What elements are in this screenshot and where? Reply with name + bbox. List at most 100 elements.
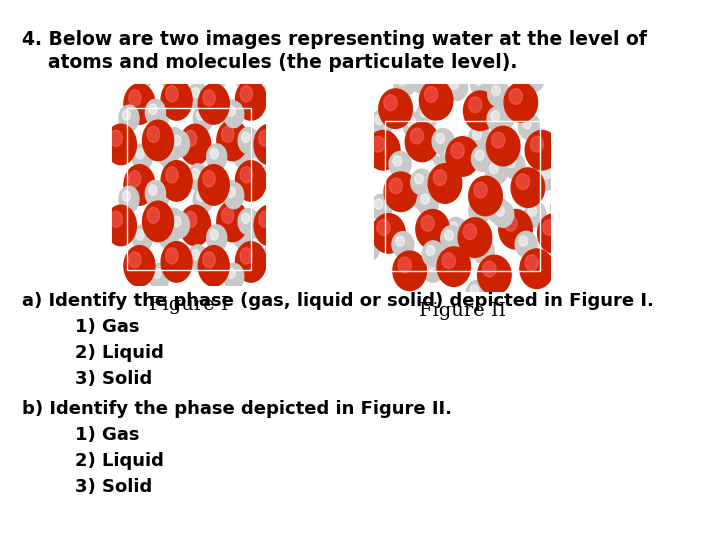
Circle shape <box>554 199 563 209</box>
Circle shape <box>422 241 444 267</box>
Circle shape <box>247 136 255 146</box>
Circle shape <box>158 222 179 249</box>
Circle shape <box>166 248 178 264</box>
Circle shape <box>436 133 445 144</box>
Circle shape <box>147 207 160 224</box>
Circle shape <box>417 189 426 199</box>
Circle shape <box>444 230 454 240</box>
Circle shape <box>520 249 554 288</box>
Circle shape <box>419 80 453 120</box>
Circle shape <box>518 114 541 140</box>
Circle shape <box>487 126 520 166</box>
Circle shape <box>193 186 213 213</box>
Circle shape <box>492 106 513 132</box>
Circle shape <box>477 255 511 295</box>
Circle shape <box>420 194 429 204</box>
Circle shape <box>361 240 370 250</box>
Text: Figure I: Figure I <box>149 296 229 314</box>
Circle shape <box>198 84 229 124</box>
Circle shape <box>236 146 244 157</box>
Circle shape <box>492 132 505 148</box>
Circle shape <box>389 178 402 194</box>
Circle shape <box>375 114 384 125</box>
Text: Figure II: Figure II <box>419 302 506 320</box>
Circle shape <box>162 146 170 157</box>
Circle shape <box>166 86 178 102</box>
Circle shape <box>475 150 484 160</box>
Circle shape <box>236 65 244 76</box>
Circle shape <box>153 268 161 279</box>
Circle shape <box>487 106 509 132</box>
Circle shape <box>224 183 244 208</box>
Circle shape <box>173 217 181 227</box>
Text: 1) Gas: 1) Gas <box>75 318 140 336</box>
Circle shape <box>258 130 271 146</box>
Circle shape <box>516 174 529 190</box>
Circle shape <box>162 227 170 238</box>
Circle shape <box>410 169 433 195</box>
Circle shape <box>132 225 153 251</box>
Text: 1) Gas: 1) Gas <box>75 426 140 444</box>
Circle shape <box>197 191 204 201</box>
Circle shape <box>462 238 471 248</box>
Circle shape <box>207 225 227 251</box>
Circle shape <box>192 249 199 260</box>
Circle shape <box>469 97 482 113</box>
Circle shape <box>147 126 160 143</box>
Circle shape <box>487 198 510 224</box>
Circle shape <box>377 220 390 235</box>
Circle shape <box>203 171 215 187</box>
Circle shape <box>504 83 538 122</box>
Circle shape <box>410 67 431 93</box>
Circle shape <box>122 110 130 120</box>
Circle shape <box>210 148 218 159</box>
Circle shape <box>557 133 566 144</box>
Circle shape <box>149 183 169 208</box>
Circle shape <box>539 164 560 190</box>
Circle shape <box>228 187 235 198</box>
Text: 3) Solid: 3) Solid <box>75 478 152 496</box>
Circle shape <box>538 214 571 253</box>
Circle shape <box>93 213 101 224</box>
Circle shape <box>132 144 153 170</box>
Circle shape <box>449 222 457 232</box>
Circle shape <box>238 127 258 154</box>
Circle shape <box>397 75 406 85</box>
Circle shape <box>124 246 155 286</box>
Circle shape <box>495 110 504 121</box>
Circle shape <box>266 249 274 260</box>
Circle shape <box>164 208 184 235</box>
Circle shape <box>374 199 383 209</box>
Circle shape <box>522 66 544 92</box>
Text: b) Identify the phase depicted in Figure II.: b) Identify the phase depicted in Figure… <box>22 400 452 418</box>
Circle shape <box>254 124 285 165</box>
Circle shape <box>136 230 144 240</box>
Circle shape <box>153 106 161 117</box>
Circle shape <box>247 217 255 227</box>
Circle shape <box>350 145 372 171</box>
Circle shape <box>552 254 561 265</box>
Circle shape <box>507 157 516 167</box>
Circle shape <box>407 117 416 127</box>
Circle shape <box>235 79 266 120</box>
Circle shape <box>509 89 523 104</box>
Circle shape <box>167 132 176 143</box>
Circle shape <box>491 202 500 212</box>
Circle shape <box>145 180 166 207</box>
Circle shape <box>441 226 462 252</box>
Circle shape <box>242 132 250 143</box>
Text: 4. Below are two images representing water at the level of: 4. Below are two images representing wat… <box>22 30 647 49</box>
Circle shape <box>93 132 101 143</box>
Circle shape <box>243 212 264 238</box>
Circle shape <box>158 141 179 168</box>
Circle shape <box>207 144 227 170</box>
Circle shape <box>188 83 208 109</box>
Circle shape <box>235 242 266 282</box>
Circle shape <box>490 163 498 174</box>
Circle shape <box>445 149 454 159</box>
Circle shape <box>384 172 418 212</box>
Circle shape <box>466 280 488 306</box>
Circle shape <box>228 106 235 117</box>
Circle shape <box>403 112 425 138</box>
Circle shape <box>122 191 130 201</box>
